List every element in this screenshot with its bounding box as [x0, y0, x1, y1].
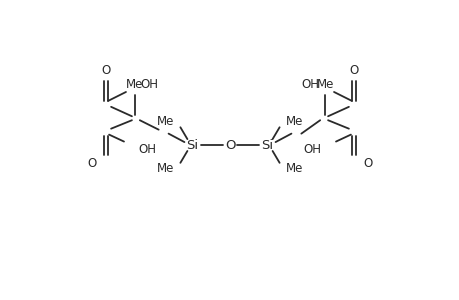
Text: Me: Me — [285, 162, 302, 175]
Text: OH: OH — [140, 77, 158, 91]
Text: OH: OH — [301, 77, 319, 91]
Text: Me: Me — [316, 78, 333, 91]
Text: O: O — [348, 64, 358, 77]
Text: O: O — [101, 64, 111, 77]
Text: O: O — [87, 157, 96, 170]
Text: Si: Si — [261, 139, 273, 152]
Text: Me: Me — [285, 115, 302, 128]
Text: Me: Me — [157, 115, 174, 128]
Text: O: O — [363, 157, 372, 170]
Text: OH: OH — [139, 143, 157, 156]
Text: O: O — [224, 139, 235, 152]
Text: Si: Si — [186, 139, 198, 152]
Text: OH: OH — [302, 143, 320, 156]
Text: Me: Me — [157, 162, 174, 175]
Text: Me: Me — [126, 78, 143, 91]
